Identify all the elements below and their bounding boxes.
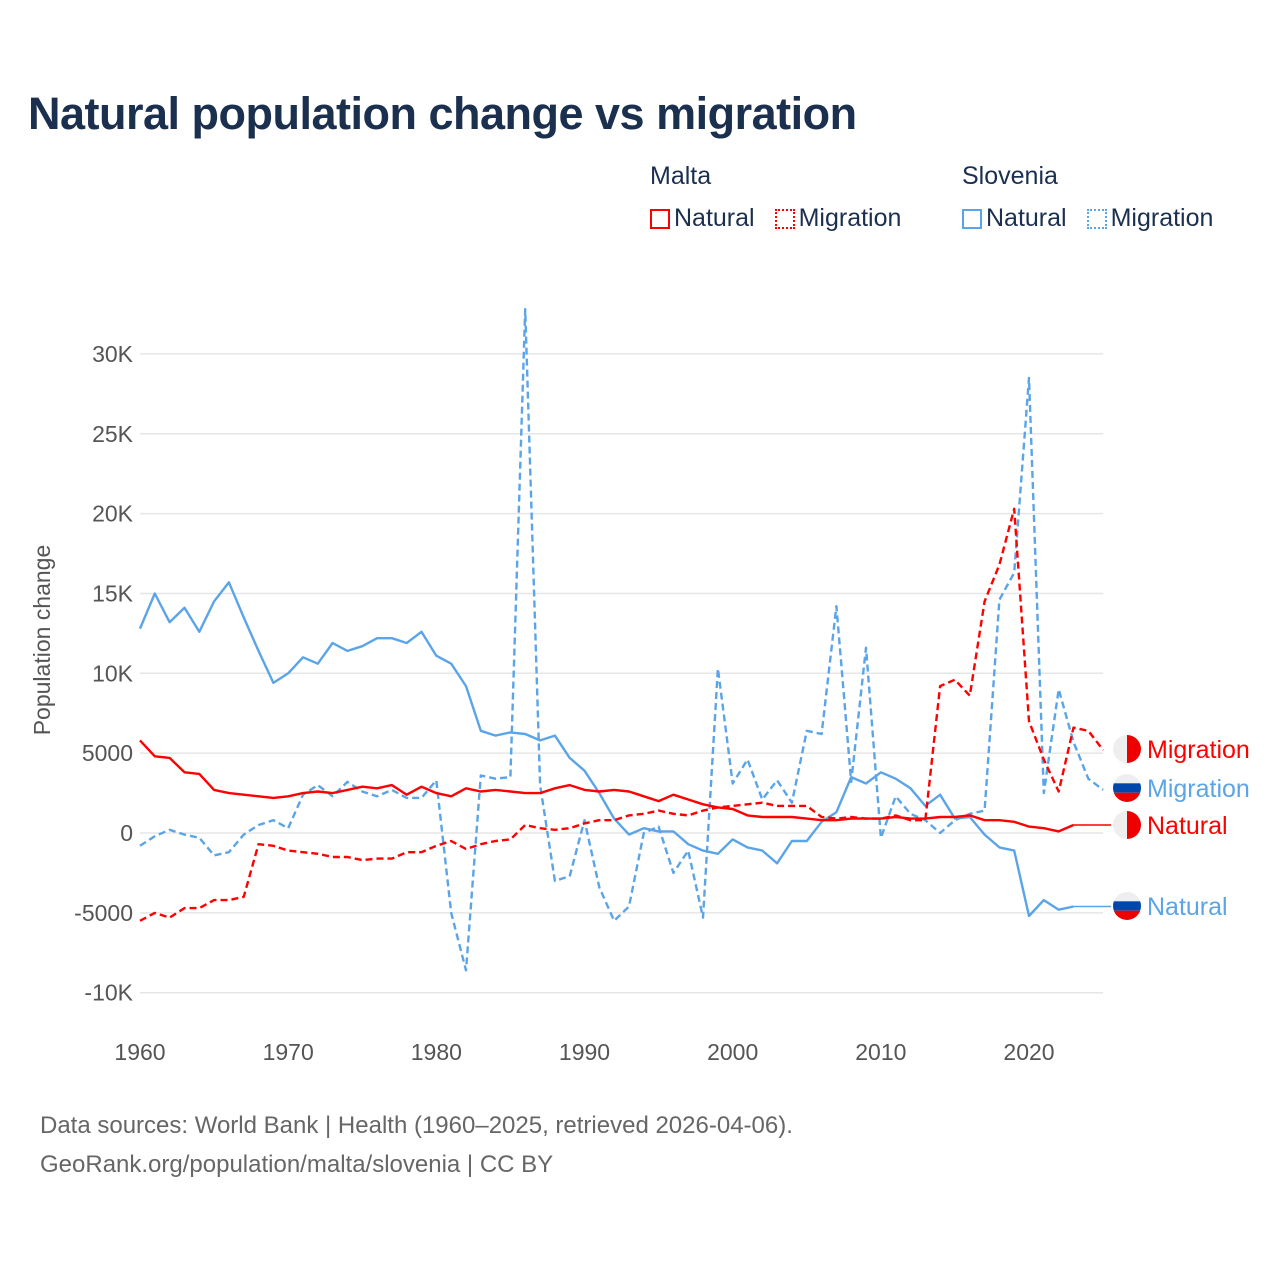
- y-tick-label: -10K: [84, 980, 133, 1006]
- x-tick-label: 1980: [411, 1039, 462, 1065]
- flag-blue: [1113, 901, 1141, 911]
- y-tick-label: 25K: [92, 421, 134, 447]
- flag-red: [1127, 811, 1141, 839]
- plot-area: Population change 30K 25K 20K 15K 10K 5000 0 -5…: [29, 308, 1250, 1065]
- chart-title: Natural population change vs migration: [28, 88, 857, 139]
- x-tick-label: 2020: [1003, 1039, 1054, 1065]
- legend-swatch-dotted: [1086, 208, 1107, 229]
- end-label-malta-natural: Natural: [1147, 812, 1228, 840]
- y-tick-label: 20K: [92, 501, 134, 527]
- x-tick-label: 1970: [263, 1039, 314, 1065]
- y-tick-label: 0: [120, 820, 133, 846]
- series-line-malta-natural: [139, 739, 1074, 833]
- y-tick-label: 30K: [92, 341, 134, 367]
- y-tick-label: 10K: [92, 660, 134, 686]
- legend-label: Natural: [674, 204, 755, 232]
- series-line-slovenia-natural: [138, 581, 1074, 918]
- legend-item-malta-migration[interactable]: Migration: [774, 204, 902, 233]
- legend-group-title: Slovenia: [962, 162, 1058, 190]
- end-label-slovenia-migration: Migration: [1147, 775, 1250, 803]
- legend-item-malta-natural[interactable]: Natural: [650, 204, 755, 233]
- flag-red: [1127, 735, 1141, 763]
- footer-link: GeoRank.org/population/malta/slovenia | …: [40, 1151, 554, 1178]
- legend-label: Migration: [798, 204, 902, 232]
- x-tick-label: 1960: [114, 1039, 165, 1065]
- legend-group-title: Malta: [650, 162, 712, 190]
- legend-group-slovenia: Slovenia Natural Migration: [962, 162, 1233, 233]
- flag-white: [1113, 774, 1141, 784]
- legend-item-slovenia-migration[interactable]: Migration: [1086, 204, 1214, 233]
- x-tick-label: 2000: [707, 1039, 758, 1065]
- flag-white: [1113, 735, 1127, 763]
- flag-blue: [1113, 783, 1141, 793]
- y-axis-title: Population change: [29, 545, 55, 736]
- x-tick-label: 2010: [855, 1039, 906, 1065]
- legend-swatch-solid: [962, 208, 982, 229]
- y-tick-label: 5000: [82, 740, 133, 766]
- legend-swatch-solid: [650, 208, 670, 229]
- flag-red: [1113, 792, 1141, 802]
- flag-white: [1113, 811, 1127, 839]
- flag-white: [1113, 892, 1141, 902]
- end-label-malta-migration: Migration: [1147, 736, 1250, 764]
- y-tick-label: 15K: [92, 580, 134, 606]
- footer: Data sources: World Bank | Health (1960–…: [40, 1106, 793, 1184]
- y-tick-label: -5000: [74, 900, 133, 926]
- series-line-slovenia-migration: [139, 308, 1104, 972]
- legend-group-malta: Malta Natural Migration: [650, 162, 921, 233]
- footer-sources: Data sources: World Bank | Health (1960–…: [40, 1112, 793, 1139]
- legend-swatch-dotted: [774, 208, 795, 229]
- x-tick-label: 1990: [559, 1039, 610, 1065]
- end-label-slovenia-natural: Natural: [1147, 893, 1228, 921]
- legend-label: Natural: [986, 204, 1067, 232]
- flag-red: [1113, 910, 1141, 920]
- legend-label: Migration: [1110, 204, 1214, 232]
- series-line-malta-migration: [139, 507, 1105, 922]
- legend-item-slovenia-natural[interactable]: Natural: [962, 204, 1067, 233]
